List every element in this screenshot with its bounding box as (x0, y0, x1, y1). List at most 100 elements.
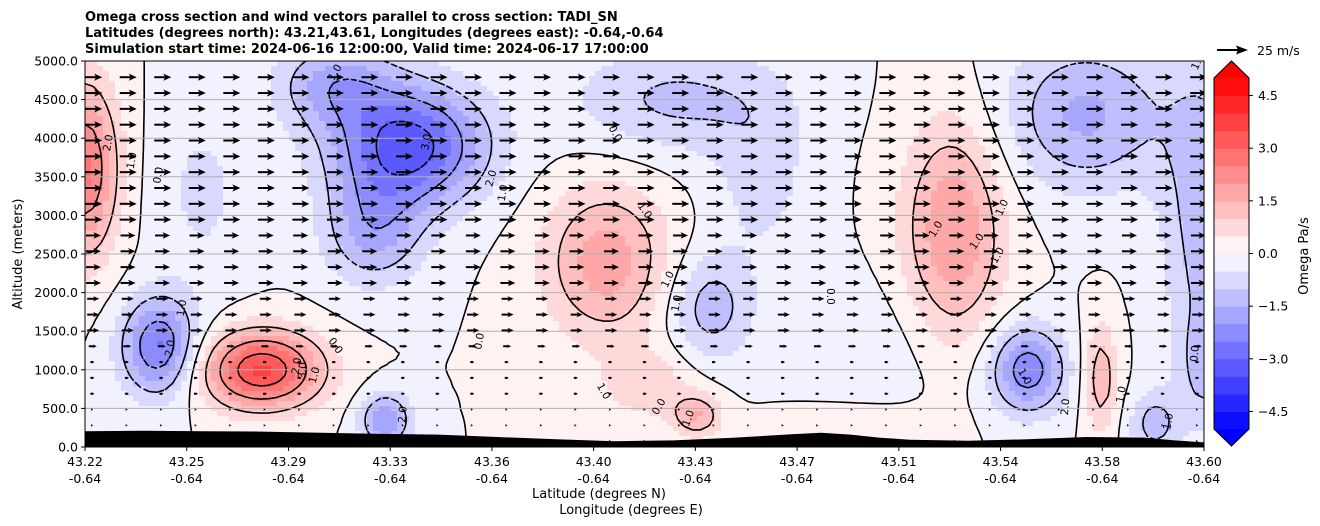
omega-cell (127, 61, 134, 67)
omega-cell (133, 211, 140, 217)
omega-cell (421, 246, 428, 252)
omega-cell (121, 191, 128, 197)
omega-cell (181, 381, 188, 387)
omega-cell (253, 321, 260, 327)
omega-cell (385, 111, 392, 117)
omega-cell (181, 101, 188, 107)
omega-cell (169, 291, 176, 297)
omega-cell (301, 86, 308, 92)
omega-cell (217, 116, 224, 122)
omega-cell (313, 386, 320, 392)
omega-cell (373, 366, 380, 372)
omega-cell (199, 371, 206, 377)
omega-cell (343, 421, 350, 427)
omega-cell (433, 136, 440, 142)
omega-cell (181, 351, 188, 357)
omega-cell (205, 116, 212, 122)
omega-cell (205, 366, 212, 372)
omega-cell (121, 261, 128, 267)
omega-cell (457, 286, 464, 292)
omega-cell (223, 96, 230, 102)
omega-cell (373, 71, 380, 77)
omega-cell (445, 96, 452, 102)
omega-cell (373, 241, 380, 247)
omega-cell (421, 181, 428, 187)
omega-cell (271, 331, 278, 337)
omega-cell (367, 226, 374, 232)
omega-cell (265, 256, 272, 262)
omega-cell (361, 171, 368, 177)
omega-cell (127, 66, 134, 72)
omega-cell (379, 366, 386, 372)
omega-cell (115, 71, 122, 77)
omega-cell (241, 161, 248, 167)
omega-cell (253, 101, 260, 107)
omega-cell (463, 161, 470, 167)
omega-cell (193, 126, 200, 132)
omega-cell (349, 416, 356, 422)
omega-cell (187, 351, 194, 357)
omega-cell (397, 386, 404, 392)
omega-cell (103, 396, 110, 402)
omega-cell (283, 426, 290, 432)
omega-cell (103, 376, 110, 382)
omega-cell (169, 151, 176, 157)
omega-cell (439, 276, 446, 282)
omega-cell (319, 166, 326, 172)
omega-cell (337, 346, 344, 352)
omega-cell (247, 296, 254, 302)
omega-cell (313, 256, 320, 262)
omega-cell (109, 141, 116, 147)
omega-cell (271, 181, 278, 187)
omega-cell (85, 131, 92, 137)
omega-cell (271, 206, 278, 212)
omega-cell (283, 76, 290, 82)
omega-cell (193, 366, 200, 372)
omega-cell (91, 336, 98, 342)
omega-cell (241, 146, 248, 152)
omega-cell (97, 76, 104, 82)
omega-cell (295, 316, 302, 322)
omega-cell (343, 111, 350, 117)
omega-cell (175, 231, 182, 237)
omega-cell (193, 111, 200, 117)
omega-cell (319, 336, 326, 342)
omega-cell (175, 151, 182, 157)
omega-cell (145, 111, 152, 117)
omega-cell (253, 156, 260, 162)
omega-cell (97, 86, 104, 92)
omega-cell (361, 256, 368, 262)
omega-cell (463, 376, 470, 382)
omega-cell (445, 246, 452, 252)
omega-cell (115, 231, 122, 237)
omega-cell (175, 71, 182, 77)
omega-cell (379, 121, 386, 127)
omega-cell (403, 86, 410, 92)
omega-cell (103, 226, 110, 232)
omega-cell (85, 71, 92, 77)
omega-cell (349, 131, 356, 137)
omega-cell (271, 291, 278, 297)
omega-cell (391, 351, 398, 357)
omega-cell (439, 321, 446, 327)
omega-cell (439, 336, 446, 342)
omega-cell (463, 61, 470, 67)
omega-cell (289, 391, 296, 397)
omega-cell (349, 311, 356, 317)
omega-cell (325, 396, 332, 402)
omega-cell (163, 166, 170, 172)
omega-cell (427, 366, 434, 372)
omega-cell (277, 71, 284, 77)
omega-cell (205, 361, 212, 367)
omega-cell (451, 111, 458, 117)
omega-cell (175, 161, 182, 167)
omega-cell (223, 261, 230, 267)
omega-cell (343, 126, 350, 132)
omega-cell (355, 166, 362, 172)
omega-cell (391, 201, 398, 207)
omega-cell (163, 146, 170, 152)
omega-cell (157, 336, 164, 342)
omega-cell (133, 366, 140, 372)
omega-cell (163, 276, 170, 282)
omega-cell (385, 86, 392, 92)
